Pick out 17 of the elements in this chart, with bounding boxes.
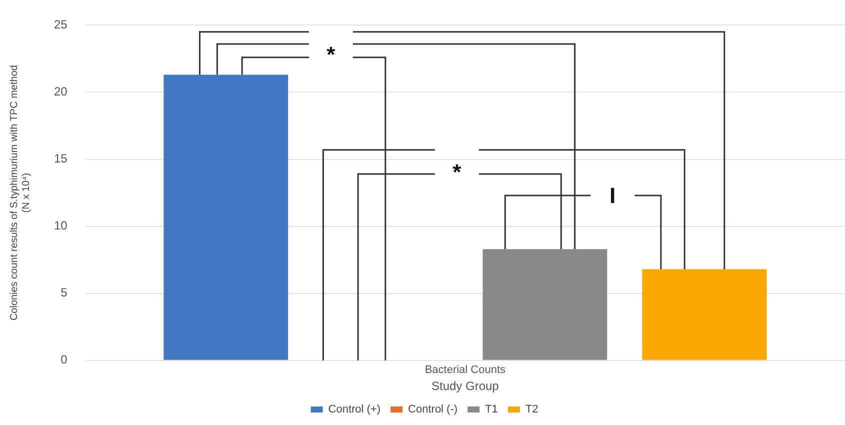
y-tick-label: 20	[54, 84, 68, 99]
y-tick-label: 25	[54, 18, 68, 32]
annotation: I	[610, 182, 616, 208]
annotation: *	[452, 159, 462, 184]
legend-label: T1	[485, 404, 498, 416]
y-axis-title: Colonies count results of S.typhimurium with TPC method (N x 10⁴)	[8, 65, 32, 321]
legend-label: Control (-)	[408, 404, 458, 416]
legend-label: Control (+)	[328, 404, 381, 416]
x-tick-label: Bacterial Counts	[424, 364, 506, 376]
x-axis-title: Study Group	[431, 379, 500, 394]
y-tick-label: 0	[60, 352, 68, 367]
bar	[642, 269, 767, 360]
y-tick-label: 5	[60, 286, 68, 300]
y-tick-label: 10	[54, 218, 68, 233]
annotation: *	[326, 42, 336, 68]
y-tick-label: 15	[54, 152, 68, 166]
legend-label: T2	[525, 404, 538, 416]
